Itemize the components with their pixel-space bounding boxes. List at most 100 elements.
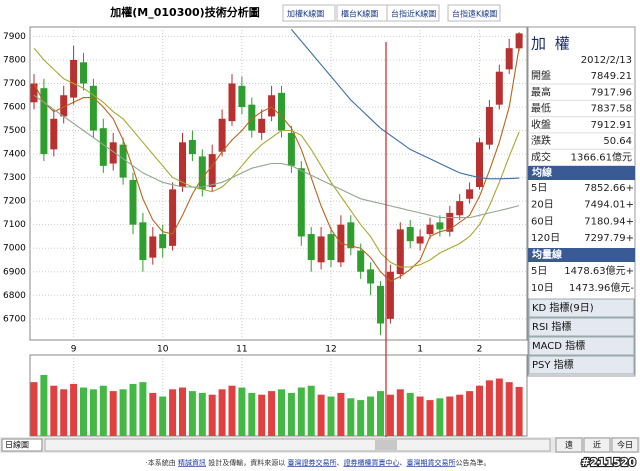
period-label: 日線圖 xyxy=(5,440,29,450)
ma-value: 7297.79+ xyxy=(584,233,634,244)
indicator-button[interactable] xyxy=(528,298,635,318)
volume-bar xyxy=(129,383,137,436)
volume-bar xyxy=(169,389,177,436)
x-tick-label: 12 xyxy=(325,345,336,355)
candle-body xyxy=(188,139,196,155)
price-plot xyxy=(29,26,528,341)
volume-bar xyxy=(485,380,493,436)
y-tick-label: 7200 xyxy=(3,197,26,207)
indicator-label[interactable]: PSY 指標 xyxy=(532,358,574,371)
x-tick-label: 9 xyxy=(71,345,77,355)
vol-ma-value: 1478.63億元+ xyxy=(564,264,634,277)
panel-name: 加 權 xyxy=(531,35,572,53)
volume-bar xyxy=(416,396,424,436)
row-value: 1366.61億元 xyxy=(571,151,632,164)
indicator-button[interactable] xyxy=(528,317,635,337)
footer-part: ‧本系統由 xyxy=(146,458,178,467)
y-tick-label: 7800 xyxy=(3,55,26,65)
nav-button[interactable] xyxy=(555,437,583,453)
scroll-thumb[interactable] xyxy=(375,440,397,450)
candle-body xyxy=(396,229,404,275)
tab-label[interactable]: 台指遠K線圖 xyxy=(452,9,497,19)
candle-body xyxy=(208,154,216,188)
nav-button[interactable] xyxy=(611,437,639,453)
indicator-button[interactable] xyxy=(528,355,635,375)
ma-value: 7180.94+ xyxy=(584,216,634,227)
indicator-button[interactable] xyxy=(528,336,635,356)
nav-button[interactable] xyxy=(583,437,611,453)
volume-bar xyxy=(466,391,474,436)
footer-part: 、 xyxy=(336,459,343,467)
volume-bar xyxy=(347,398,355,436)
candle-body xyxy=(476,142,483,188)
candle-body xyxy=(60,95,68,117)
tab-box[interactable] xyxy=(282,4,336,22)
volume-bar xyxy=(70,383,78,436)
period-select[interactable] xyxy=(1,438,43,452)
volume-bar xyxy=(60,389,68,436)
volume-bar xyxy=(50,385,58,436)
plot-layer: 6700 6800 6900 7000 7100 7200 7300 7400 7500 7600… xyxy=(3,27,527,436)
volume-bar xyxy=(505,382,513,436)
y-tick-label: 6700 xyxy=(3,314,26,324)
candle-body xyxy=(327,234,335,260)
volume-bar xyxy=(317,394,325,436)
candle-body xyxy=(129,179,137,225)
volume-bar xyxy=(109,391,117,436)
indicator-label[interactable]: MACD 指標 xyxy=(532,339,585,352)
candle-body xyxy=(485,107,493,145)
candle-body xyxy=(80,62,87,84)
tab-label[interactable]: 台指近K線圖 xyxy=(391,9,436,19)
candle-body xyxy=(268,95,276,117)
candle-body xyxy=(307,234,315,260)
volume-bar xyxy=(119,389,127,436)
volume-bar xyxy=(149,392,157,436)
x-tick-label: 2 xyxy=(477,345,483,355)
candle-body xyxy=(169,189,177,246)
footer-link[interactable]: 精誠資訊 xyxy=(178,458,206,467)
candle-body xyxy=(505,48,513,70)
scrollbar[interactable] xyxy=(44,438,551,452)
volume-bar xyxy=(377,391,384,436)
volume-bar xyxy=(258,394,266,436)
row-value: 50.64 xyxy=(603,136,632,147)
tab-label[interactable]: 櫃台K線圖 xyxy=(341,9,378,19)
volume-bar xyxy=(396,389,404,436)
footer-link[interactable]: 證券櫃檯買賣中心 xyxy=(343,458,399,467)
ma-line xyxy=(33,47,520,268)
ma-value: 7494.01+ xyxy=(584,200,634,211)
tabs: 加權K線圖 櫃台K線圖 台指近K線圖 台指遠K線圖 xyxy=(282,4,501,22)
y-tick-label: 7700 xyxy=(3,79,26,89)
candle-body xyxy=(50,118,58,150)
section-header xyxy=(528,248,635,262)
row-value: 7917.96 xyxy=(591,87,632,98)
volume-bar xyxy=(327,396,335,436)
row-label: 漲跌 xyxy=(531,134,551,147)
y-tick-label: 7500 xyxy=(3,126,26,136)
volume-bar xyxy=(456,394,464,436)
tab-box[interactable] xyxy=(447,4,501,22)
candle-body xyxy=(317,236,325,263)
footer-link[interactable]: 臺灣證券交易所 xyxy=(287,458,336,467)
footer-part: 、 xyxy=(399,459,406,467)
footer-link[interactable]: 臺灣期貨交易所 xyxy=(406,458,455,467)
tab-box[interactable] xyxy=(386,4,440,22)
candle-body xyxy=(238,85,246,108)
indicator-label[interactable]: KD 指標(9日) xyxy=(532,301,594,314)
ma-label: 120日 xyxy=(531,233,560,244)
footer-text: ‧本系統由 精誠資訊 設計及傳輸，資料來源以 臺灣證券交易所、證券櫃檯買賣中心、… xyxy=(146,458,491,467)
tab-label[interactable]: 加權K線圖 xyxy=(287,9,324,19)
nav-label[interactable]: 近 xyxy=(593,440,601,450)
nav-label[interactable]: 今日 xyxy=(617,440,633,450)
indicator-label[interactable]: RSI 指標 xyxy=(532,320,571,333)
row-value: 7912.91 xyxy=(591,120,632,131)
row-label: 最低 xyxy=(531,102,551,115)
volume-bar xyxy=(40,374,48,436)
volume-bar xyxy=(426,400,434,436)
candle-body xyxy=(139,222,147,260)
x-tick-label: 1 xyxy=(417,345,423,355)
candle-body xyxy=(40,88,48,155)
nav-label[interactable]: 遠 xyxy=(565,440,573,450)
row-label: 收盤 xyxy=(531,118,551,131)
